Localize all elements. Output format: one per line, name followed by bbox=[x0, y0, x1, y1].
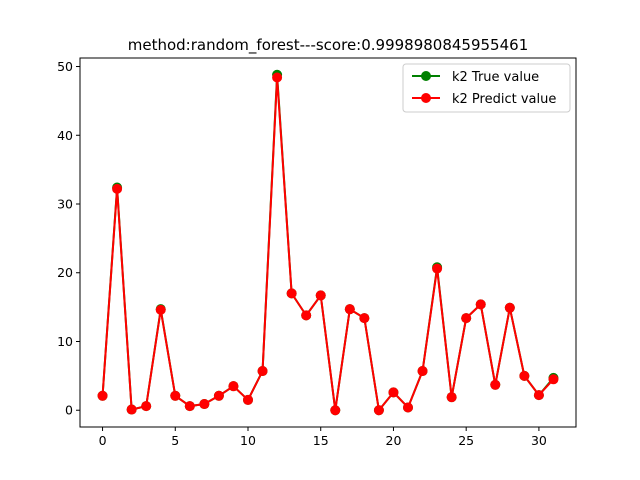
data-point-predict bbox=[446, 392, 457, 403]
legend: k2 True value k2 Predict value bbox=[402, 63, 571, 113]
data-point-predict bbox=[475, 299, 486, 310]
data-point-predict bbox=[344, 304, 355, 315]
x-tick-label: 5 bbox=[171, 433, 179, 448]
data-point-predict bbox=[141, 401, 152, 412]
plot-area bbox=[97, 69, 559, 416]
x-tick-label: 10 bbox=[240, 433, 256, 448]
data-point-predict bbox=[228, 381, 239, 392]
legend-box bbox=[402, 63, 571, 113]
data-point-predict bbox=[533, 390, 544, 401]
data-point-predict bbox=[490, 379, 501, 390]
data-point-predict bbox=[126, 404, 137, 415]
x-tick-label: 0 bbox=[99, 433, 107, 448]
data-point-predict bbox=[199, 399, 210, 410]
data-point-predict bbox=[330, 405, 341, 416]
y-tick-label: 10 bbox=[57, 334, 73, 349]
y-tick-label: 50 bbox=[57, 59, 73, 74]
data-point-predict bbox=[432, 263, 443, 274]
data-point-predict bbox=[315, 290, 326, 301]
chart-title: method:random_forest---score:0.999898084… bbox=[128, 36, 528, 55]
x-tick-label: 30 bbox=[531, 433, 547, 448]
legend-label-predict: k2 Predict value bbox=[452, 92, 556, 107]
data-point-predict bbox=[184, 401, 195, 412]
data-point-predict bbox=[504, 302, 515, 313]
data-point-predict bbox=[155, 304, 166, 315]
y-axis: 0 10 20 30 40 50 bbox=[57, 59, 80, 418]
data-point-predict bbox=[519, 370, 530, 381]
data-point-predict bbox=[373, 405, 384, 416]
axes-frame bbox=[79, 57, 577, 428]
data-point-predict bbox=[403, 402, 413, 413]
data-point-predict bbox=[257, 366, 268, 377]
data-point-predict bbox=[170, 390, 181, 401]
x-axis: 0 5 10 15 20 25 30 bbox=[99, 427, 547, 448]
data-point-predict bbox=[272, 72, 283, 83]
x-tick-label: 15 bbox=[313, 433, 329, 448]
legend-label-true: k2 True value bbox=[452, 70, 539, 85]
data-point-predict bbox=[359, 313, 370, 324]
data-point-predict bbox=[286, 288, 297, 299]
data-point-predict bbox=[97, 390, 108, 401]
data-point-predict bbox=[243, 394, 253, 405]
data-point-predict bbox=[461, 313, 472, 324]
x-tick-label: 25 bbox=[458, 433, 474, 448]
legend-marker-predict bbox=[421, 93, 431, 103]
legend-marker-true bbox=[421, 71, 431, 81]
y-tick-label: 0 bbox=[65, 403, 73, 418]
x-tick-label: 20 bbox=[386, 433, 402, 448]
y-tick-label: 20 bbox=[57, 265, 73, 280]
y-tick-label: 30 bbox=[57, 197, 73, 212]
data-point-predict bbox=[417, 366, 428, 377]
data-point-predict bbox=[213, 390, 224, 401]
series-predict bbox=[97, 72, 559, 416]
data-point-predict bbox=[548, 374, 559, 385]
data-point-predict bbox=[388, 387, 399, 398]
data-point-predict bbox=[112, 183, 123, 194]
data-point-predict bbox=[301, 310, 312, 321]
y-tick-label: 40 bbox=[57, 128, 73, 143]
